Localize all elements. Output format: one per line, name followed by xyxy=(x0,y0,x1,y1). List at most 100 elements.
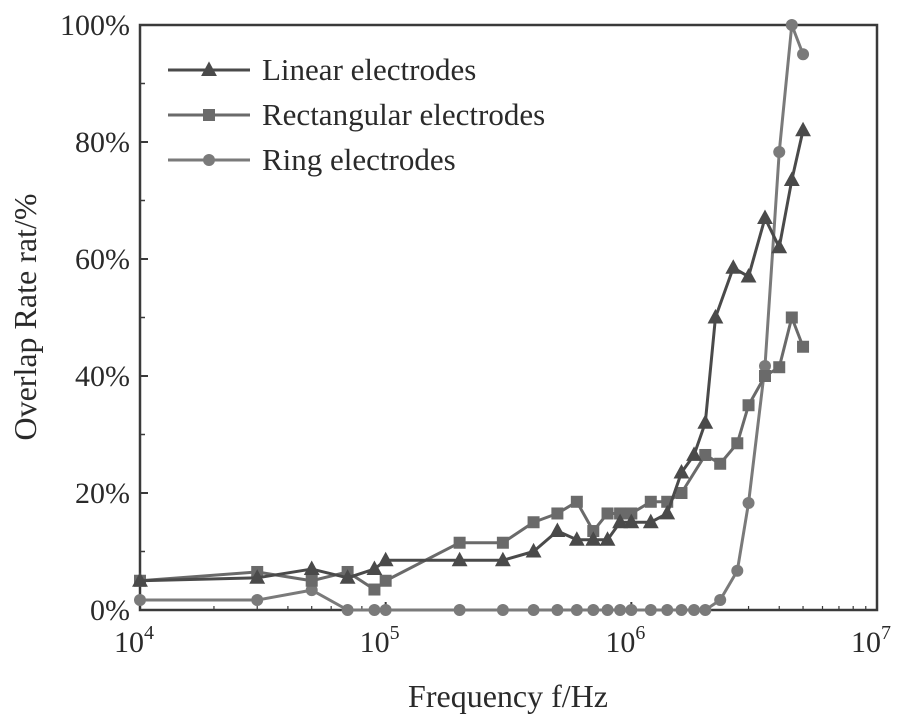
data-point xyxy=(551,507,564,520)
data-point xyxy=(599,531,616,546)
data-point xyxy=(758,360,771,373)
y-tick-label: 80% xyxy=(75,126,130,159)
data-point xyxy=(614,507,627,520)
x-tick-label: 105 xyxy=(360,622,400,659)
legend-label: Rectangular electrodes xyxy=(262,97,545,132)
data-point xyxy=(795,121,811,137)
data-point xyxy=(601,604,614,616)
data-point xyxy=(251,594,264,607)
data-point xyxy=(688,604,701,616)
data-point xyxy=(570,604,583,616)
data-point xyxy=(697,414,714,429)
legend-item: Ring electrodes xyxy=(168,142,456,177)
data-point xyxy=(379,574,392,587)
data-point xyxy=(714,457,727,470)
x-tick-label: 104 xyxy=(114,622,154,659)
data-point xyxy=(675,487,688,499)
data-point xyxy=(453,536,466,549)
data-point xyxy=(797,340,810,353)
data-point xyxy=(568,531,585,546)
x-axis-title: Frequency f/Hz xyxy=(408,678,608,714)
data-point xyxy=(132,572,148,587)
x-tick-label: 106 xyxy=(605,622,645,659)
data-point xyxy=(341,604,354,616)
data-point xyxy=(731,564,744,577)
data-point xyxy=(686,446,702,461)
data-point xyxy=(625,507,638,520)
data-point xyxy=(731,437,744,450)
data-point xyxy=(659,504,676,520)
x-tick-label: 107 xyxy=(851,622,891,659)
data-point xyxy=(773,361,786,374)
data-point xyxy=(661,604,674,616)
data-point xyxy=(742,496,755,509)
data-point xyxy=(527,516,540,529)
data-point xyxy=(305,574,318,587)
legend-marker xyxy=(201,61,217,76)
data-point xyxy=(585,531,602,546)
data-point xyxy=(570,495,583,508)
data-point xyxy=(783,171,800,186)
data-point xyxy=(742,399,755,412)
data-point xyxy=(714,594,727,607)
data-point xyxy=(699,604,712,616)
data-point xyxy=(249,569,266,584)
y-tick-label: 0% xyxy=(90,594,130,627)
x-axis: 104 105 106 107 xyxy=(114,602,891,659)
data-point xyxy=(587,525,600,538)
data-point xyxy=(644,604,657,616)
data-point xyxy=(757,209,773,224)
legend-item: Rectangular electrodes xyxy=(168,97,545,132)
data-point xyxy=(675,604,688,616)
series-square xyxy=(134,311,810,596)
data-point xyxy=(451,551,468,567)
data-point xyxy=(644,495,657,508)
legend-label: Linear electrodes xyxy=(262,52,476,87)
data-point xyxy=(305,584,318,597)
data-point xyxy=(771,238,788,254)
data-point xyxy=(785,311,798,324)
series-circle xyxy=(134,19,810,616)
data-point xyxy=(551,604,564,616)
data-point xyxy=(494,551,511,567)
plot-area: 0% 20% 40% 60% 80% 100% 104 105 106 107 xyxy=(60,9,891,659)
data-point xyxy=(623,513,640,529)
legend-marker xyxy=(203,154,215,166)
data-point xyxy=(377,551,394,567)
data-point xyxy=(785,19,798,31)
y-tick-label: 60% xyxy=(75,243,130,276)
legend-item: Linear electrodes xyxy=(168,52,476,87)
series-line xyxy=(139,129,805,583)
data-point xyxy=(368,583,381,596)
data-point xyxy=(601,507,614,520)
data-point xyxy=(549,522,566,537)
y-tick-label: 20% xyxy=(75,477,130,510)
data-point xyxy=(725,259,742,274)
series-layer xyxy=(132,19,811,616)
data-point xyxy=(625,604,638,616)
legend-marker xyxy=(203,109,215,121)
y-axis: 0% 20% 40% 60% 80% 100% xyxy=(60,9,148,627)
data-point xyxy=(339,569,356,584)
data-point xyxy=(496,604,509,616)
data-point xyxy=(612,513,629,529)
data-point xyxy=(699,448,712,461)
data-point xyxy=(525,542,542,558)
data-point xyxy=(797,48,810,61)
data-point xyxy=(707,308,724,324)
data-point xyxy=(642,513,659,529)
data-point xyxy=(740,267,757,283)
data-point xyxy=(134,594,146,607)
legend-label: Ring electrodes xyxy=(262,142,456,177)
data-point xyxy=(614,604,627,616)
data-point xyxy=(527,604,540,616)
y-tick-label: 100% xyxy=(60,9,130,42)
y-axis-title: Overlap Rate rat/% xyxy=(7,194,43,441)
data-point xyxy=(453,604,466,616)
data-point xyxy=(758,370,771,382)
data-point xyxy=(303,560,320,575)
data-point xyxy=(587,604,600,616)
data-point xyxy=(368,604,381,616)
data-point xyxy=(496,536,509,549)
